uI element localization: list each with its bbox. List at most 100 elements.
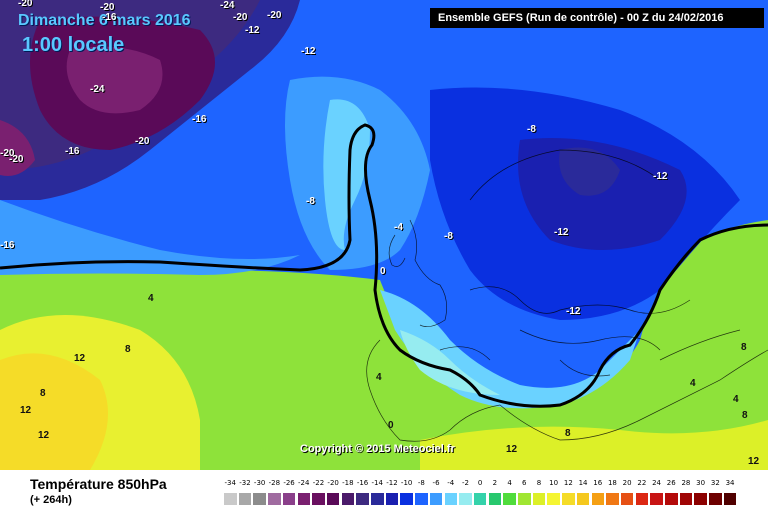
scale-swatch <box>605 492 620 506</box>
scale-swatch <box>502 492 517 506</box>
scale-swatch <box>722 492 738 506</box>
isotherm-label: -24 <box>220 0 235 11</box>
scale-value: 22 <box>637 479 647 487</box>
scale-value: -22 <box>312 479 325 487</box>
scale-swatch <box>311 492 326 506</box>
isotherm-label: 12 <box>20 405 32 416</box>
run-info: Ensemble GEFS (Run de contrôle) - 00 Z d… <box>430 8 764 28</box>
scale-value: -14 <box>371 479 383 487</box>
forecast-time: 1:00 locale <box>22 34 125 56</box>
isotherm-label: -16 <box>192 114 207 125</box>
isotherm-label: -4 <box>394 222 403 233</box>
isotherm-label: -20 <box>100 2 115 13</box>
color-scale: -34 -32 -30 -28 -26 -24 -22 -20 -18 -16 -14 -12 -10-… <box>223 479 743 509</box>
forecast-lead: (+ 264h) <box>30 494 72 506</box>
scale-swatch <box>458 492 473 506</box>
isotherm-label: 8 <box>742 410 748 421</box>
scale-swatch <box>237 492 253 506</box>
scale-value: 4 <box>507 479 512 487</box>
isotherm-label: -8 <box>444 231 453 242</box>
isotherm-label: 12 <box>74 353 86 364</box>
scale-value: 0 <box>477 479 483 487</box>
scale-value: -16 <box>356 479 369 487</box>
isotherm-label: -16 <box>0 240 15 251</box>
isotherm-label: -20 <box>9 154 24 165</box>
scale-swatch <box>340 492 356 506</box>
scale-value: 32 <box>710 479 720 487</box>
scale-swatch <box>414 492 429 506</box>
scale-value: -34 <box>224 479 236 487</box>
scale-value: -18 <box>342 479 354 487</box>
isotherm-label: 12 <box>748 456 760 467</box>
isotherm-label: -12 <box>554 227 569 238</box>
isotherm-label: 0 <box>380 266 386 277</box>
scale-value: -4 <box>447 479 455 487</box>
scale-swatch <box>634 492 650 506</box>
scale-value: -10 <box>400 479 413 487</box>
isotherm-label: -20 <box>233 12 248 23</box>
scale-swatch <box>325 492 341 506</box>
scale-swatch <box>590 492 605 506</box>
isotherm-label: 4 <box>733 394 739 405</box>
scale-value: -28 <box>268 479 281 487</box>
scale-swatch <box>649 492 664 506</box>
scale-value: 28 <box>681 479 691 487</box>
scale-swatch <box>399 492 414 506</box>
isotherm-label: -16 <box>65 146 80 157</box>
scale-swatch <box>252 492 267 506</box>
scale-swatch <box>267 492 282 506</box>
scale-swatch <box>384 492 400 506</box>
scale-value: 16 <box>593 479 603 487</box>
scale-value: -6 <box>432 479 440 487</box>
scale-swatch <box>223 492 238 506</box>
isotherm-label: 8 <box>40 388 46 399</box>
isotherm-label: 8 <box>741 342 747 353</box>
scale-value: 12 <box>563 479 573 487</box>
scale-swatch <box>575 492 591 506</box>
scale-swatch <box>281 492 297 506</box>
scale-swatch <box>355 492 370 506</box>
legend-footer: Température 850hPa (+ 264h) -34 -32 -30 -28… <box>0 470 768 512</box>
isotherm-label: -12 <box>301 46 316 57</box>
scale-value: 8 <box>536 479 542 487</box>
isotherm-label: -20 <box>135 136 150 147</box>
isotherm-label: 8 <box>125 344 131 355</box>
temperature-map: Dimanche 6 mars 2016 1:00 locale Ensembl… <box>0 0 768 470</box>
isotherm-label: 4 <box>148 293 154 304</box>
parameter-title: Température 850hPa <box>30 476 167 492</box>
isotherm-label: 4 <box>690 378 696 389</box>
scale-swatch <box>678 492 694 506</box>
scale-value: 20 <box>622 479 632 487</box>
scale-value: -2 <box>461 479 469 487</box>
isotherm-label: -12 <box>245 25 260 36</box>
scale-value: 2 <box>492 479 498 487</box>
scale-swatch <box>428 492 444 506</box>
copyright: Copyright © 2015 Meteociel.fr <box>300 443 455 455</box>
scale-swatch <box>472 492 488 506</box>
scale-value: 6 <box>522 479 527 487</box>
isotherm-label: -20 <box>267 10 282 21</box>
isotherm-label: -8 <box>306 196 315 207</box>
scale-value: 26 <box>666 479 676 487</box>
scale-swatch <box>517 492 532 506</box>
isotherm-label: -8 <box>527 124 536 135</box>
isotherm-label: 4 <box>376 372 382 383</box>
isotherm-label: -12 <box>566 306 581 317</box>
scale-value: -20 <box>327 479 339 487</box>
scale-swatch <box>487 492 503 506</box>
scale-value: -30 <box>253 479 266 487</box>
scale-value: 24 <box>652 479 661 487</box>
scale-swatch <box>531 492 547 506</box>
scale-swatch <box>664 492 679 506</box>
scale-swatch <box>370 492 385 506</box>
scale-swatch <box>443 492 458 506</box>
scale-swatch <box>708 492 723 506</box>
isotherm-label: 8 <box>565 428 571 439</box>
scale-value: 10 <box>549 479 559 487</box>
map-field <box>0 0 768 470</box>
scale-swatch <box>546 492 561 506</box>
scale-value: 18 <box>607 479 617 487</box>
scale-value: -26 <box>283 479 295 487</box>
scale-swatch <box>619 492 635 506</box>
scale-swatch <box>693 492 708 506</box>
